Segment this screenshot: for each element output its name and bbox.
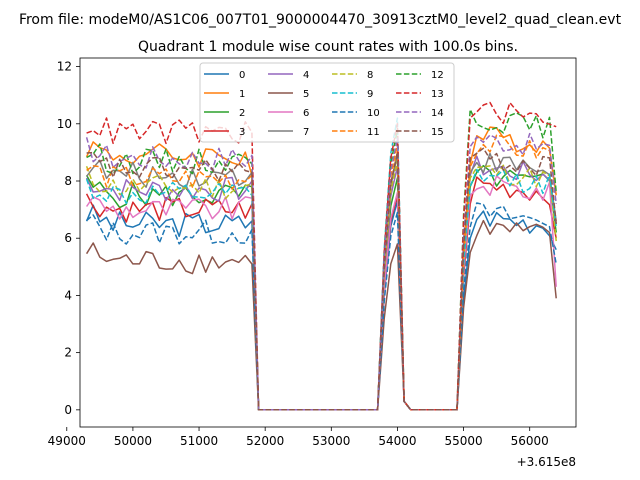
x-tick-label: 54000 [378, 434, 416, 448]
legend-label-5: 5 [303, 89, 309, 100]
legend-label-10: 10 [367, 108, 380, 119]
x-offset-label: +3.615e8 [517, 455, 576, 469]
y-tick-label: 4 [64, 288, 72, 302]
suptitle: From file: modeM0/AS1C06_007T01_90000044… [19, 12, 622, 28]
chart-title: Quadrant 1 module wise count rates with … [138, 39, 518, 55]
x-tick-label: 49000 [48, 434, 86, 448]
x-tick-label: 56000 [511, 434, 549, 448]
y-tick-label: 0 [64, 403, 72, 417]
y-axis: 0 2 4 6 8 10 12 [57, 60, 80, 417]
plot-lines [85, 101, 557, 411]
legend-label-14: 14 [431, 108, 444, 119]
legend-label-13: 13 [431, 89, 444, 100]
y-tick-label: 6 [64, 231, 72, 245]
legend-label-6: 6 [303, 108, 309, 119]
legend-box [199, 62, 455, 143]
legend-label-2: 2 [239, 108, 245, 119]
legend-label-9: 9 [367, 89, 373, 100]
x-tick-label: 52000 [246, 434, 284, 448]
legend-label-8: 8 [367, 70, 373, 81]
legend-label-7: 7 [303, 127, 309, 138]
legend-label-11: 11 [367, 127, 380, 138]
legend-label-3: 3 [239, 127, 245, 138]
legend-label-0: 0 [239, 70, 245, 81]
x-axis: 49000 50000 51000 52000 53000 54000 55000 56000 [48, 427, 549, 448]
legend-label-15: 15 [431, 127, 444, 138]
y-tick-label: 2 [64, 346, 72, 360]
x-tick-label: 55000 [444, 434, 482, 448]
y-tick-label: 12 [57, 60, 72, 74]
y-tick-label: 8 [64, 174, 72, 188]
y-tick-label: 10 [57, 117, 72, 131]
x-tick-label: 50000 [114, 434, 152, 448]
legend-label-12: 12 [431, 70, 444, 81]
axes-frame [79, 57, 577, 428]
legend-label-4: 4 [303, 70, 309, 81]
legend-label-1: 1 [239, 89, 245, 100]
x-tick-label: 51000 [180, 434, 218, 448]
series-line-15 [86, 147, 557, 411]
x-tick-label: 53000 [312, 434, 350, 448]
